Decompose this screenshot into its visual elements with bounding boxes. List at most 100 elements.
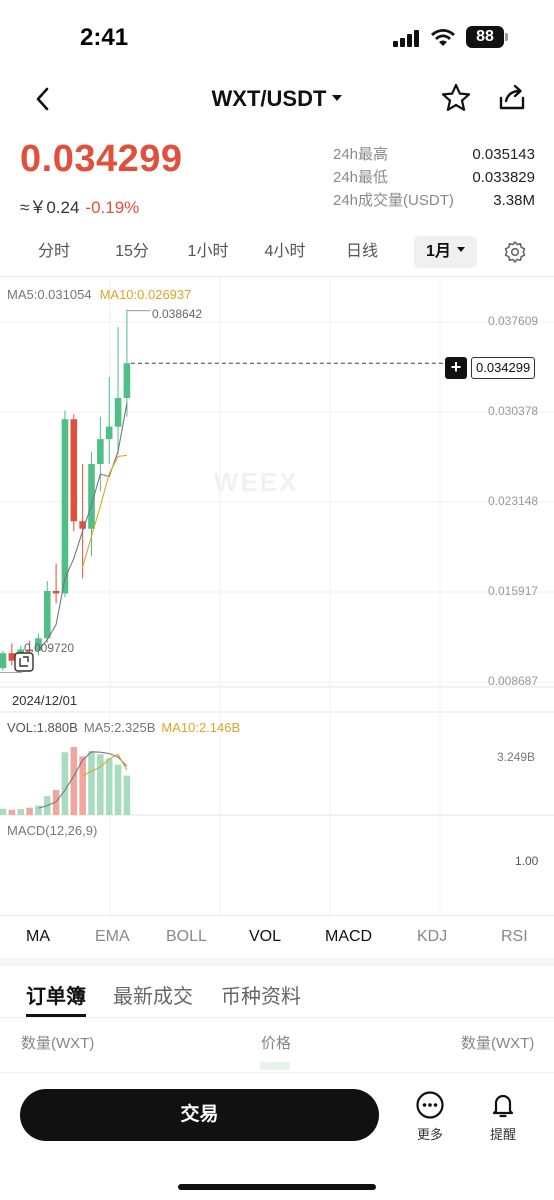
stat-label: 24h成交量(USDT) [333,192,454,209]
y-axis-label: 0.015917 [488,584,539,598]
tab-timeframe-1month[interactable]: 1月 [414,236,477,268]
candle-body [52,590,60,594]
back-arrow-icon[interactable] [28,84,58,114]
orderbook-headers: 数量(WXT) 价格 数量(WXT) [0,1030,554,1054]
volume-bar [52,789,60,815]
tab-indicator-ma[interactable]: MA [26,928,50,945]
trade-button[interactable]: 交易 [20,1089,379,1141]
add-order-button[interactable]: + [445,357,467,379]
tab-indicator-rsi[interactable]: RSI [501,928,528,945]
candle-body [61,419,69,594]
volume-bar [88,751,95,815]
vol-legend: VOL:1.880B MA5:2.325B MA10:2.146B [7,720,240,735]
cny-price: ≈￥0.24 [20,198,80,217]
stat-row-low: 24h最低 0.033829 [333,166,535,189]
active-tab-underline [26,1014,86,1017]
chevron-down-icon [332,95,343,102]
stat-label: 24h最低 [333,169,389,186]
status-bar: 2:41 88 [0,0,554,70]
volume-bar [17,809,24,815]
y-axis-label: 0.037609 [488,314,539,328]
stat-label: 24h最高 [333,146,389,163]
wifi-icon [431,29,455,46]
tab-indicator-boll[interactable]: BOLL [166,928,207,945]
tab-timeframe-15m[interactable]: 15分 [115,243,149,260]
share-icon[interactable] [496,82,528,114]
vol-ma5-value: MA5:2.325B [83,720,156,735]
change-percent: -0.19% [85,198,140,217]
home-indicator [178,1184,376,1190]
volume-bar [123,775,131,815]
x-axis-date: 2024/12/01 [12,693,78,708]
macd-legend: MACD(12,26,9) [7,823,98,838]
ma5-value: MA5:0.031054 [7,287,92,302]
cellular-signal-icon [393,30,419,47]
vol-value: VOL:1.880B [7,720,78,735]
tab-indicator-kdj[interactable]: KDJ [417,928,448,945]
tab-label: 1月 [426,243,451,260]
macd-axis-value: 1.00 [515,854,539,868]
alert-label: 提醒 [489,1127,516,1142]
candle-body [123,363,131,399]
volume-bar [61,752,69,815]
last-price: 0.034299 [20,138,183,180]
timeframe-tabs: 分时 15分 1小时 4小时 日线 1月 [0,236,554,270]
tab-latest-trades[interactable]: 最新成交 [113,986,193,1008]
depth-bar [260,1062,290,1070]
tab-timeframe-1d[interactable]: 日线 [345,243,378,260]
stat-row-high: 24h最高 0.035143 [333,143,535,166]
tab-coin-info[interactable]: 币种资料 [221,986,301,1008]
candle-body [43,590,51,639]
candle-body [8,653,16,661]
stat-value: 0.035143 [472,146,535,163]
gear-icon[interactable] [503,240,527,264]
pair-selector[interactable]: WXT/USDT [0,86,554,112]
tab-timeframe-1h[interactable]: 1小时 [187,243,229,260]
tab-orderbook[interactable]: 订单簿 [26,986,86,1008]
favorite-star-icon[interactable] [440,82,472,114]
vol-ma5-line [38,751,128,809]
more-button[interactable]: 更多 [405,1090,455,1143]
tab-indicator-ema[interactable]: EMA [95,928,130,945]
y-axis-label: 0.023148 [488,494,539,508]
volume-bar [114,764,122,815]
ma10-value: MA10:0.026937 [99,287,192,302]
candle-body [79,521,86,529]
stat-value: 3.38M [493,192,535,209]
volume-bar [8,809,16,815]
24h-stats: 24h最高 0.035143 24h最低 0.033829 24h成交量(USD… [333,143,535,212]
kline-chart-canvas[interactable] [0,277,554,917]
more-label: 更多 [416,1127,443,1142]
period-high-label: 0.038642 [152,307,203,321]
section-divider [0,958,554,966]
ma-legend: MA5:0.031054 MA10:0.026937 [7,287,191,302]
divider [0,1072,554,1073]
candle-body [105,426,113,440]
tab-indicator-vol[interactable]: VOL [249,928,282,945]
orderbook-header-ask-qty: 数量(WXT) [461,1035,535,1052]
vol-ma10-line [82,753,128,777]
stat-value: 0.033829 [472,169,535,186]
tab-timeframe-line[interactable]: 分时 [37,243,70,260]
tab-indicator-macd[interactable]: MACD [325,928,373,945]
stat-row-volume: 24h成交量(USDT) 3.38M [333,189,535,212]
volume-bar [0,808,7,815]
vol-axis-max: 3.249B [497,750,536,764]
kline-chart[interactable]: WEEX MA5:0.031054 MA10:0.026937 0.038642 … [0,276,554,917]
battery-level: 88 [466,26,504,48]
y-axis-label: 0.030378 [488,404,539,418]
cny-price-row: ≈￥0.24 -0.19% [20,193,139,218]
candle-body [88,464,95,529]
fit-screen-icon[interactable] [14,652,34,672]
tab-timeframe-4h[interactable]: 4小时 [264,243,306,260]
candle-body [97,439,104,465]
section-tabs: 订单簿 最新成交 币种资料 [0,966,554,1018]
volume-bar [26,807,33,815]
volume-bar [70,746,78,815]
ma10-line [82,454,127,568]
volume-bar [79,756,86,815]
chevron-down-icon [456,247,465,253]
alert-button[interactable]: 提醒 [478,1090,528,1143]
bell-icon [492,1094,514,1118]
candle-body [114,398,122,427]
